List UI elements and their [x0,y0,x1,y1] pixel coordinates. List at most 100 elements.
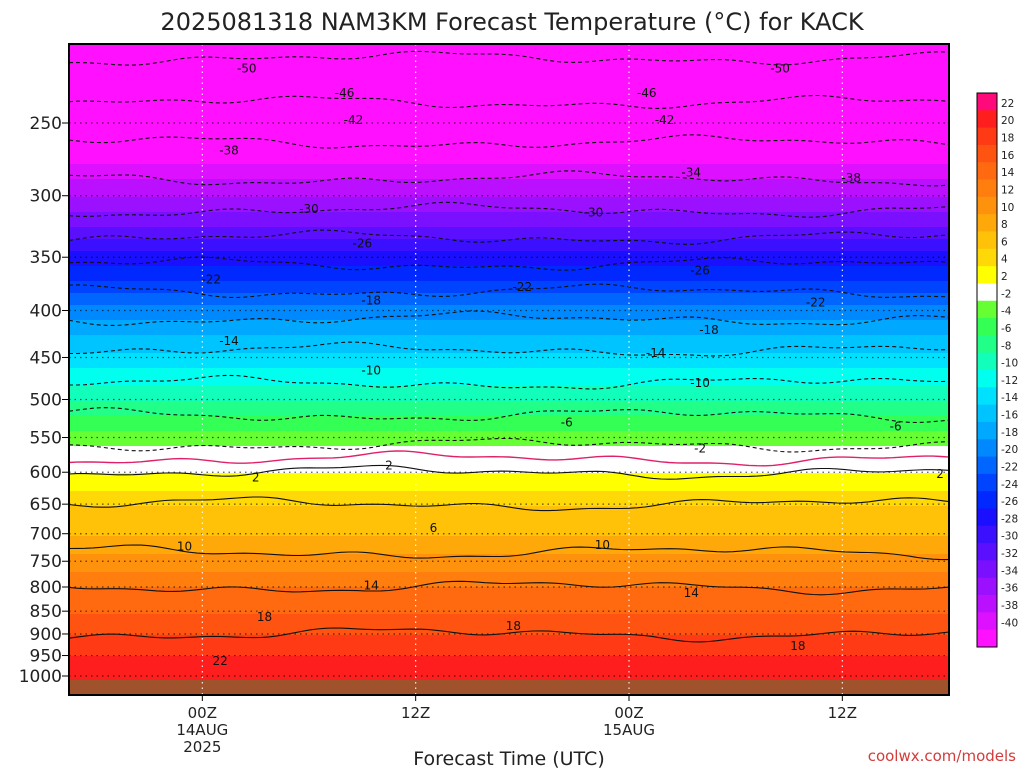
contour-label: 6 [430,521,438,535]
temperature-band [69,332,949,336]
temperature-band [69,338,949,342]
temperature-band [69,266,949,270]
x-tick-label: 14AUG [176,721,228,739]
temperature-band [69,377,949,381]
temperature-band [69,113,949,117]
colorbar-label: -12 [1001,375,1018,387]
temperature-band [69,590,949,594]
x-tick-label: 00Z [614,704,643,722]
temperature-band [69,605,949,609]
contour-label: 22 [212,654,227,668]
temperature-band [69,638,949,642]
colorbar-swatch [977,473,997,492]
temperature-band [69,236,949,240]
temperature-band [69,668,949,672]
colorbar-label: 8 [1001,219,1008,231]
contour-label: 2 [936,467,944,481]
x-tick-label: 2025 [183,738,221,756]
temperature-band [69,434,949,438]
contour-label: -42 [655,113,675,127]
temperature-band [69,224,949,228]
temperature-band [69,59,949,63]
colorbar-label: -34 [1001,565,1018,577]
y-tick-label: 400 [30,301,62,321]
temperature-band [69,476,949,480]
temperature-band [69,575,949,579]
temperature-band [69,209,949,213]
time-gridlines [201,44,843,695]
contour-label: -26 [353,236,373,250]
temperature-band [69,395,949,399]
colorbar-label: -8 [1001,340,1011,352]
colorbar-swatch [977,508,997,527]
colorbar-label: -28 [1001,513,1018,525]
temperature-band [69,464,949,468]
temperature-band [69,551,949,555]
colorbar-label: -4 [1001,306,1012,318]
temperature-band [69,671,949,675]
temperature-band [69,524,949,528]
contour-label: 14 [364,578,379,592]
colorbar-label: -14 [1001,392,1018,404]
x-tick-label: 12Z [401,704,430,722]
temperature-band [69,407,949,411]
contour-label: -22 [201,272,221,286]
contour-label: -10 [690,376,710,390]
temperature-band [69,428,949,432]
colorbar-label: 14 [1001,167,1015,179]
temperature-band [69,302,949,306]
isotherm-line [69,50,949,66]
temperature-band [69,548,949,552]
temperature-band [69,389,949,393]
temperature-band [69,296,949,300]
temperature-band [69,254,949,258]
temperature-band [69,344,949,348]
temperature-band [69,56,949,60]
temperature-band [69,200,949,204]
temperature-band [69,92,949,96]
contour-label: -14 [957,340,977,354]
x-axis-ticks: 00Z14AUG202512Z00Z15AUG12Z00Z16AUG [176,695,857,756]
temperature-band [69,299,949,303]
temperature-band [69,542,949,546]
colorbar-swatch [977,560,997,579]
temperature-band [69,122,949,126]
isotherm-line [69,341,949,357]
temperature-band [69,275,949,279]
temperature-band [69,659,949,663]
isotherm-line [69,256,949,271]
contour-label: -2 [694,441,706,455]
temperature-band [69,620,949,624]
temperature-band [69,371,949,375]
temperature-band [69,611,949,615]
colorbar-swatch [977,439,997,457]
temperature-band [69,89,949,93]
temperature-band [69,263,949,267]
colorbar-label: 6 [1001,236,1008,248]
temperature-band [69,152,949,156]
temperature-band [69,368,949,372]
temperature-band [69,221,949,225]
contour-label: -18 [361,293,381,307]
colorbar-swatch [977,300,997,319]
contour-label: -22 [513,280,533,294]
temperature-band [69,521,949,525]
temperature-band [69,173,949,177]
contour-label: -30 [299,202,319,216]
isotherm-line [69,407,949,424]
colorbar-swatch [977,612,997,631]
temperature-band [69,518,949,522]
colorbar-label: 18 [1001,133,1014,145]
isotherm-line [69,94,949,109]
temperature-band [69,182,949,186]
temperature-band [69,488,949,492]
colorbar-swatch [977,456,997,475]
temperature-band [69,215,949,219]
colorbar-swatch [977,370,997,388]
temperature-band [69,119,949,123]
temperature-band [69,347,949,351]
temperature-band [69,164,949,168]
temperature-band [69,404,949,408]
temperature-band [69,431,949,435]
colorbar-swatch [977,387,997,406]
